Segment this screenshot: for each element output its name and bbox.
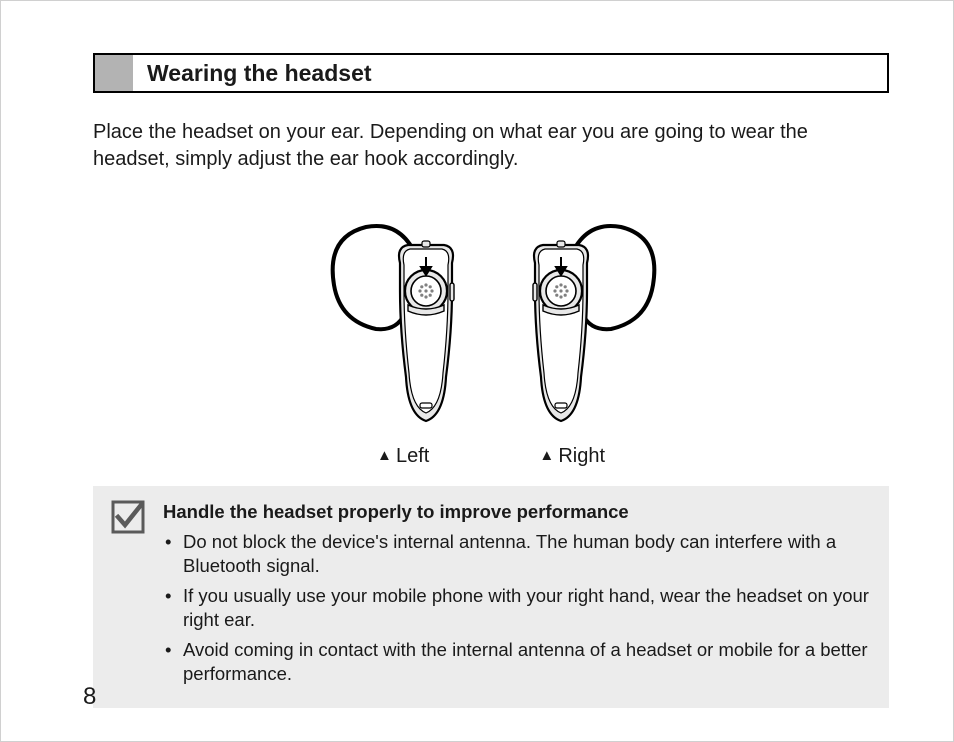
manual-page: Wearing the headset Place the headset on… (0, 0, 954, 742)
section-heading: Wearing the headset (133, 55, 887, 91)
page-number: 8 (83, 683, 96, 711)
checkmark-icon (111, 500, 145, 534)
label-right: Right (539, 445, 605, 468)
section-heading-bar: Wearing the headset (93, 53, 889, 93)
tip-item: Avoid coming in contact with the interna… (183, 638, 871, 686)
diagram-labels: Left Right (93, 445, 889, 468)
headset-diagram-wrap (93, 191, 889, 441)
tip-title: Handle the headset properly to improve p… (163, 500, 871, 524)
tip-content: Handle the headset properly to improve p… (163, 500, 871, 692)
tip-box: Handle the headset properly to improve p… (93, 486, 889, 708)
tip-item: If you usually use your mobile phone wit… (183, 584, 871, 632)
tip-item: Do not block the device's internal anten… (183, 530, 871, 578)
heading-accent-tab (95, 55, 133, 91)
label-left: Left (377, 445, 429, 468)
headset-diagram (291, 191, 691, 441)
intro-paragraph: Place the headset on your ear. Depending… (93, 119, 889, 173)
tip-list: Do not block the device's internal anten… (163, 530, 871, 686)
